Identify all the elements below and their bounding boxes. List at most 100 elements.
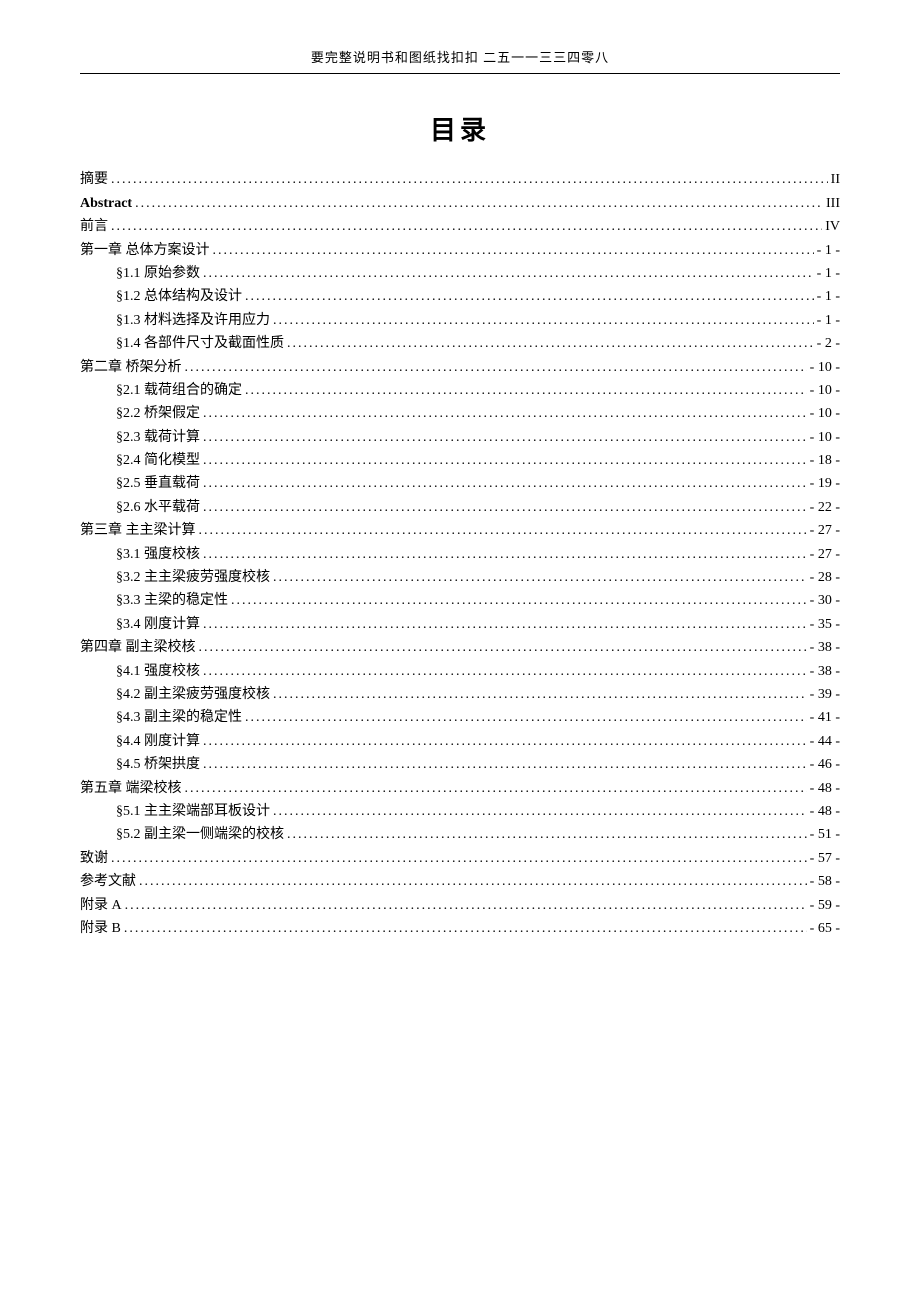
toc-entry-label: §4.5 桥架拱度 [116, 754, 200, 776]
toc-entry: §5.2 副主梁一侧端梁的校核- 51 - [80, 824, 840, 846]
toc-leader-dots [203, 450, 807, 472]
toc-entry: 致谢- 57 - [80, 848, 840, 870]
toc-entry-page: - 41 - [810, 707, 840, 729]
toc-entry-page: - 2 - [817, 333, 840, 355]
toc-entry-label: 第四章 副主梁校核 [80, 637, 196, 659]
toc-entry-label: 摘要 [80, 169, 108, 191]
toc-entry: 附录 A - 59 - [80, 895, 840, 917]
toc-leader-dots [287, 824, 807, 846]
toc-entry: §3.2 主主梁疲劳强度校核- 28 - [80, 567, 840, 589]
toc-entry-page: - 51 - [810, 824, 840, 846]
toc-leader-dots [203, 544, 807, 566]
toc-entry-page: - 19 - [810, 473, 840, 495]
toc-entry-label: §3.4 刚度计算 [116, 614, 200, 636]
toc-entry-page: - 48 - [810, 778, 840, 800]
toc-entry-page: - 1 - [817, 310, 840, 332]
toc-entry-label: 附录 B [80, 918, 121, 940]
toc-leader-dots [203, 754, 807, 776]
toc-leader-dots [231, 590, 807, 612]
toc-entry: 第五章 端梁校核 - 48 - [80, 778, 840, 800]
toc-entry-page: - 39 - [810, 684, 840, 706]
toc-entry: 第四章 副主梁校核- 38 - [80, 637, 840, 659]
toc-entry-label: Abstract [80, 193, 132, 215]
toc-entry-label: §2.2 桥架假定 [116, 403, 200, 425]
toc-leader-dots [213, 240, 814, 262]
toc-entry: §1.3 材料选择及许用应力 - 1 - [80, 310, 840, 332]
toc-entry-label: §4.4 刚度计算 [116, 731, 200, 753]
toc-entry-page: - 10 - [810, 380, 840, 402]
toc-entry: 前言IV [80, 216, 840, 238]
toc-entry: §1.2 总体结构及设计 - 1 - [80, 286, 840, 308]
toc-entry: §4.4 刚度计算- 44 - [80, 731, 840, 753]
toc-entry: 第二章 桥架分析- 10 - [80, 357, 840, 379]
toc-entry: §2.5 垂直载荷 - 19 - [80, 473, 840, 495]
toc-leader-dots [203, 473, 807, 495]
toc-entry-label: §1.3 材料选择及许用应力 [116, 310, 270, 332]
toc-leader-dots [203, 497, 807, 519]
toc-leader-dots [111, 848, 807, 870]
toc-leader-dots [139, 871, 807, 893]
toc-entry-page: - 1 - [817, 286, 840, 308]
toc-entry-page: - 1 - [817, 263, 840, 285]
toc-entry: §4.1 强度校核- 38 - [80, 661, 840, 683]
toc-entry-label: §4.3 副主梁的稳定性 [116, 707, 242, 729]
toc-entry-page: - 38 - [810, 661, 840, 683]
toc-entry: §1.1 原始参数 - 1 - [80, 263, 840, 285]
toc-entry-page: - 46 - [810, 754, 840, 776]
toc-entry: §2.2 桥架假定 - 10 - [80, 403, 840, 425]
toc-entry: 摘要 II [80, 169, 840, 191]
toc-entry-page: III [826, 193, 840, 215]
toc-entry-page: - 57 - [810, 848, 840, 870]
toc-entry-label: §2.3 载荷计算 [116, 427, 200, 449]
toc-leader-dots [203, 661, 807, 683]
toc-entry-label: 参考文献 [80, 871, 136, 893]
toc-leader-dots [199, 637, 807, 659]
toc-title: 目录 [80, 110, 840, 152]
toc-leader-dots [203, 263, 814, 285]
toc-entry: 第三章 主主梁计算 - 27 - [80, 520, 840, 542]
toc-entry: §2.4 简化模型- 18 - [80, 450, 840, 472]
toc-entry-page: - 10 - [810, 427, 840, 449]
toc-entry-label: §2.5 垂直载荷 [116, 473, 200, 495]
toc-leader-dots [203, 731, 807, 753]
toc-entry: §5.1 主主梁端部耳板设计- 48 - [80, 801, 840, 823]
toc-entry: Abstract III [80, 193, 840, 215]
toc-entry-label: 附录 A [80, 895, 122, 917]
toc-entry-label: §1.1 原始参数 [116, 263, 200, 285]
toc-entry: §2.6 水平载荷 - 22 - [80, 497, 840, 519]
toc-leader-dots [245, 707, 807, 729]
toc-leader-dots [185, 357, 807, 379]
toc-entry-page: - 1 - [817, 240, 840, 262]
toc-entry-label: 第三章 主主梁计算 [80, 520, 196, 542]
toc-entry-label: §5.1 主主梁端部耳板设计 [116, 801, 270, 823]
toc-entry: §4.3 副主梁的稳定性 - 41 - [80, 707, 840, 729]
toc-entry-label: 前言 [80, 216, 108, 238]
toc-entry-page: - 27 - [810, 520, 840, 542]
toc-entry: 参考文献 - 58 - [80, 871, 840, 893]
toc-entry-label: §3.3 主梁的稳定性 [116, 590, 228, 612]
toc-entry-page: - 59 - [810, 895, 840, 917]
toc-entry-label: §1.2 总体结构及设计 [116, 286, 242, 308]
toc-leader-dots [125, 895, 807, 917]
toc-entry-label: §2.6 水平载荷 [116, 497, 200, 519]
toc-leader-dots [203, 403, 807, 425]
toc-entry-page: - 22 - [810, 497, 840, 519]
toc-entry-page: II [831, 169, 840, 191]
toc-entry: §3.4 刚度计算- 35 - [80, 614, 840, 636]
toc-leader-dots [111, 216, 822, 238]
toc-entry: 附录 B- 65 - [80, 918, 840, 940]
toc-entry-label: §3.2 主主梁疲劳强度校核 [116, 567, 270, 589]
toc-leader-dots [203, 427, 807, 449]
toc-entry-page: - 58 - [810, 871, 840, 893]
toc-entry-label: 第二章 桥架分析 [80, 357, 182, 379]
toc-leader-dots [199, 520, 807, 542]
toc-entry: §4.5 桥架拱度 - 46 - [80, 754, 840, 776]
toc-entry-page: - 30 - [810, 590, 840, 612]
toc-leader-dots [124, 918, 807, 940]
toc-entry-label: §4.2 副主梁疲劳强度校核 [116, 684, 270, 706]
toc-entry-page: - 10 - [810, 403, 840, 425]
toc-entry-label: 第五章 端梁校核 [80, 778, 182, 800]
toc-leader-dots [135, 193, 823, 215]
toc-entry: §4.2 副主梁疲劳强度校核 - 39 - [80, 684, 840, 706]
toc-entry: 第一章 总体方案设计- 1 - [80, 240, 840, 262]
